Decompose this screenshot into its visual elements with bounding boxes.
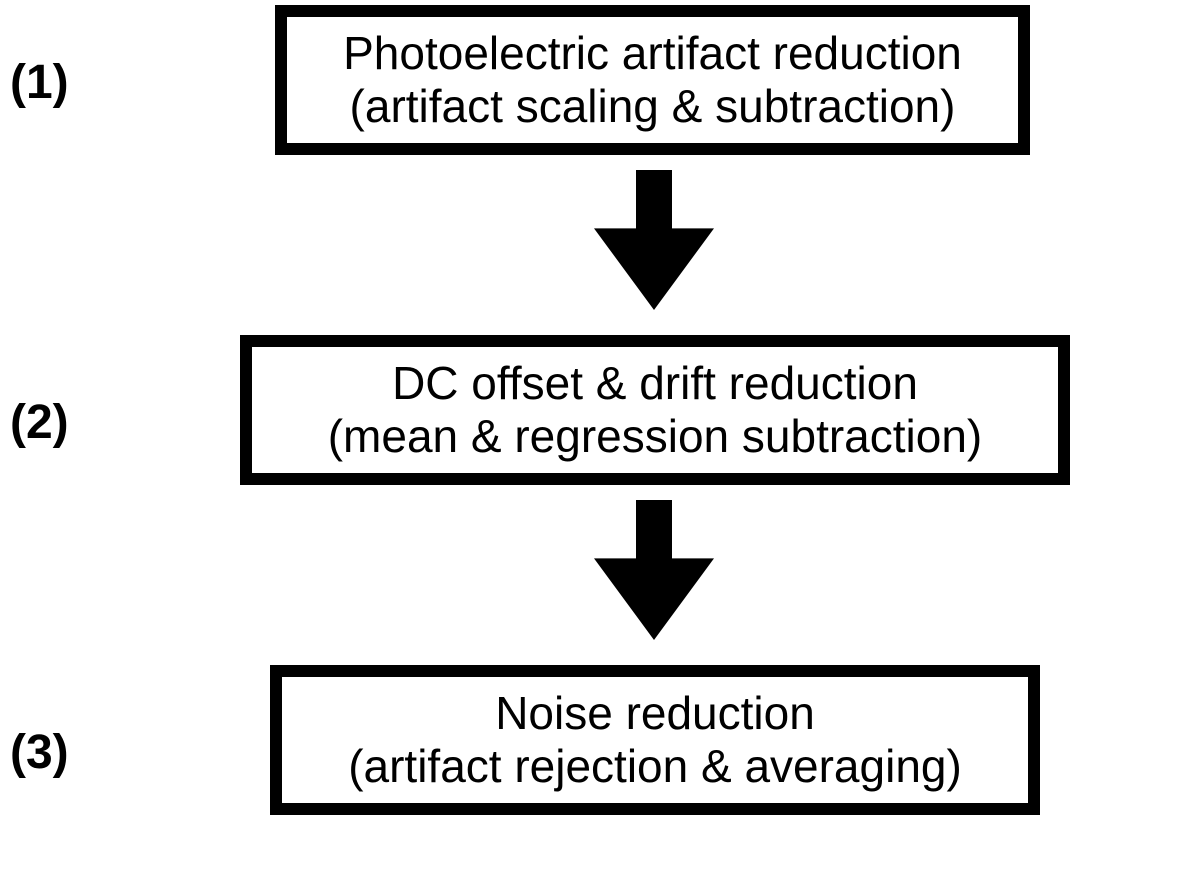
step-3-label: (3) <box>10 725 69 780</box>
arrow-1 <box>594 170 714 315</box>
step-2-label: (2) <box>10 395 69 450</box>
step-2-line2: (mean & regression subtraction) <box>328 410 983 463</box>
step-1-line2: (artifact scaling & subtraction) <box>350 80 956 133</box>
step-1-label: (1) <box>10 55 69 110</box>
arrow-down-icon <box>594 500 714 640</box>
step-3-box: Noise reduction (artifact rejection & av… <box>270 665 1040 815</box>
step-1-box: Photoelectric artifact reduction (artifa… <box>275 5 1030 155</box>
step-2-box: DC offset & drift reduction (mean & regr… <box>240 335 1070 485</box>
step-3-line2: (artifact rejection & averaging) <box>348 740 962 793</box>
arrow-down-icon <box>594 170 714 310</box>
step-1-line1: Photoelectric artifact reduction <box>343 27 962 80</box>
step-2-line1: DC offset & drift reduction <box>392 357 918 410</box>
arrow-2 <box>594 500 714 645</box>
step-3-line1: Noise reduction <box>495 687 815 740</box>
flowchart-container: (1) Photoelectric artifact reduction (ar… <box>0 0 1200 877</box>
